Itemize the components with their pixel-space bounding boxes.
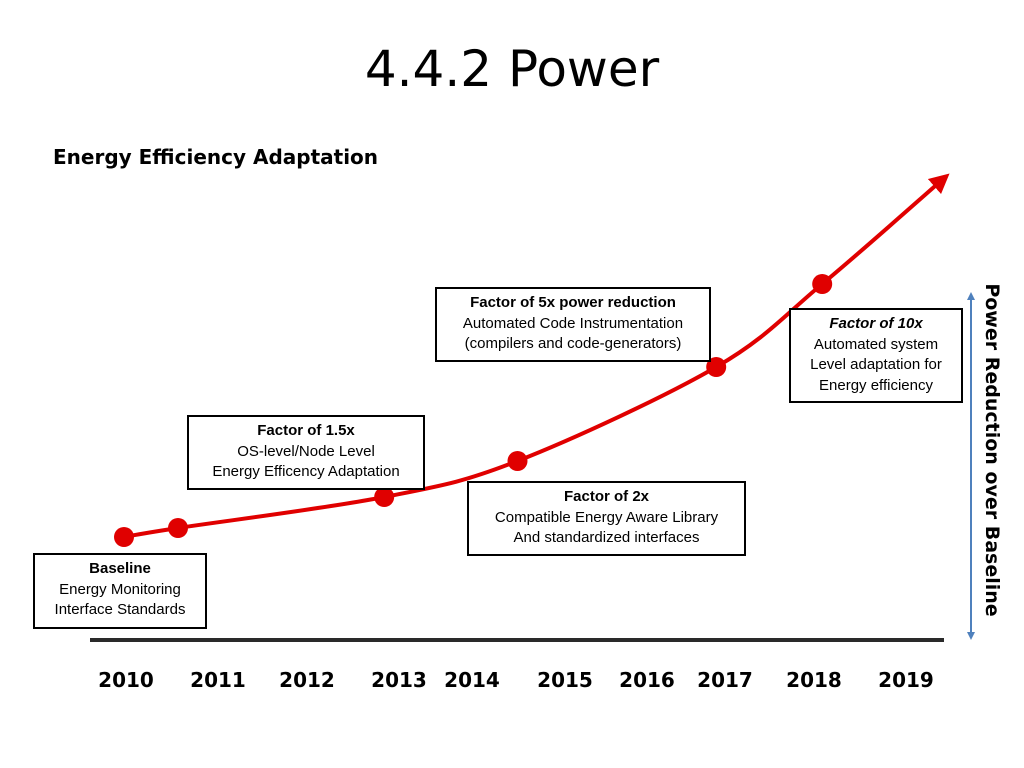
- callout-line: Energy Monitoring: [59, 580, 181, 598]
- callout-baseline: Baseline Energy Monitoring Interface Sta…: [33, 553, 207, 629]
- x-tick-label: 2019: [878, 668, 934, 692]
- x-tick-label: 2016: [619, 668, 675, 692]
- callout-factor-5x: Factor of 5x power reduction Automated C…: [435, 287, 711, 362]
- callout-line: Energy efficiency: [819, 376, 933, 394]
- x-tick-label: 2013: [371, 668, 427, 692]
- callout-line: OS-level/Node Level: [237, 442, 375, 460]
- callout-factor-10x: Factor of 10x Automated system Level ada…: [789, 308, 963, 403]
- callout-line: Compatible Energy Aware Library: [494, 508, 719, 526]
- x-tick-label: 2012: [279, 668, 335, 692]
- callout-factor-1-5x: Factor of 1.5x OS-level/Node Level Energ…: [187, 415, 425, 490]
- callout-head: Factor of 10x: [829, 315, 923, 332]
- x-tick-label: 2018: [786, 668, 842, 692]
- callout-line: Level adaptation for: [810, 356, 942, 373]
- x-tick-label: 2017: [697, 668, 753, 692]
- data-point: [168, 518, 188, 538]
- callout-line: (compilers and code-generators): [464, 335, 682, 352]
- data-point: [706, 357, 727, 377]
- callout-line: Automated system: [813, 335, 939, 353]
- chart-subtitle: Energy Efficiency Adaptation: [53, 145, 379, 169]
- callout-head: Factor of 1.5x: [257, 422, 355, 439]
- x-tick-label: 2014: [444, 668, 500, 692]
- callout-line: And standardized interfaces: [513, 529, 700, 546]
- y-axis-label: Power Reduction over Baseline: [981, 283, 1003, 617]
- callout-head: Factor of 5x power reduction: [470, 294, 676, 311]
- callout-head: Factor of 2x: [563, 488, 650, 505]
- x-tick-label: 2011: [190, 668, 246, 692]
- x-tick-label: 2010: [98, 668, 154, 692]
- callout-line: Energy Efficency Adaptation: [212, 463, 400, 480]
- callout-line: Interface Standards: [54, 601, 186, 618]
- callout-head: Baseline: [89, 560, 151, 577]
- data-point: [374, 487, 395, 507]
- callout-line: Automated Code Instrumentation: [462, 314, 684, 332]
- slide-title: 4.4.2 Power: [364, 40, 660, 98]
- data-point: [812, 274, 833, 294]
- callout-factor-2x: Factor of 2x Compatible Energy Aware Lib…: [467, 481, 746, 556]
- x-tick-label: 2015: [537, 668, 593, 692]
- data-point: [507, 451, 528, 471]
- data-point: [114, 527, 134, 547]
